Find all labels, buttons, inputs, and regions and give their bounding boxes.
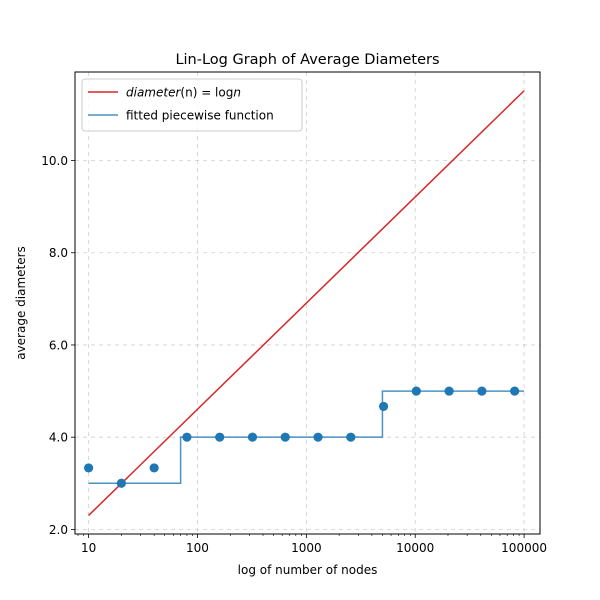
plot-frame (74, 71, 541, 535)
legend: diameter(n) = logn fitted piecewise func… (81, 78, 303, 132)
legend-entry-fitted: fitted piecewise function (126, 109, 274, 123)
y-tick-label: 4.0 (49, 431, 68, 445)
x-axis-ticks: 10 100 1000 10000 100000 (77, 534, 547, 555)
data-point (346, 432, 356, 442)
legend-entry-diameter-main: diameter (126, 86, 181, 100)
y-tick-label: 8.0 (49, 246, 68, 260)
y-axis-label: average diameters (14, 246, 28, 360)
x-tick-label: 100000 (501, 541, 547, 555)
log-diameter-line (88, 90, 525, 516)
legend-box (81, 78, 303, 132)
data-point (510, 386, 520, 396)
x-axis-label: log of number of nodes (238, 563, 378, 577)
y-axis-ticks: 2.0 4.0 6.0 8.0 10.0 (41, 154, 75, 537)
x-tick-label: 1000 (291, 541, 322, 555)
data-point (149, 463, 159, 473)
data-point (280, 432, 290, 442)
y-tick-label: 2.0 (49, 523, 68, 537)
data-point (247, 432, 258, 442)
data-point (477, 386, 487, 396)
chart-title: Lin-Log Graph of Average Diameters (175, 52, 439, 68)
data-point (84, 463, 94, 473)
data-point (116, 478, 126, 488)
x-tick-label: 10 (81, 541, 96, 555)
legend-entry-diameter-rest: (n) = log (180, 86, 233, 100)
legend-entry-diameter-tail: n (233, 86, 241, 100)
data-point (411, 386, 421, 396)
data-point (182, 432, 192, 442)
plot-series (84, 90, 525, 516)
data-point (378, 401, 389, 412)
data-point (215, 432, 225, 442)
x-tick-label: 10000 (396, 541, 434, 555)
data-point (444, 386, 454, 396)
legend-entry-diameter: diameter(n) = logn (126, 86, 241, 100)
y-tick-label: 6.0 (49, 338, 68, 352)
x-tick-label: 100 (186, 541, 209, 555)
data-point (313, 432, 323, 442)
y-tick-label: 10.0 (41, 154, 68, 168)
